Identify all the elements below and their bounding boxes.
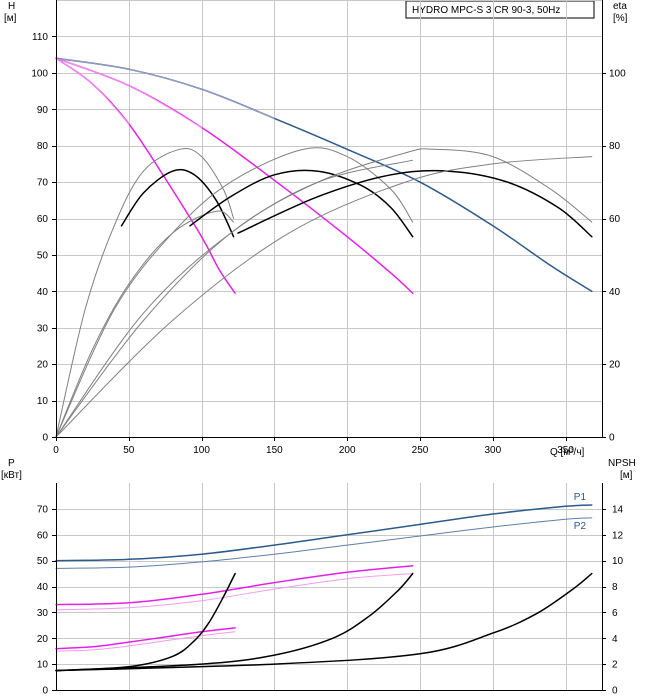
h-axis-label: H: [8, 1, 15, 12]
axes: [52, 0, 606, 691]
series-labels: P1 P2: [574, 492, 587, 532]
eta-curve-8: [55, 210, 235, 438]
eta-axis-unit: [%]: [613, 13, 628, 24]
npsh-tick-label: 10: [612, 556, 624, 567]
p-tick-label: 40: [37, 582, 49, 593]
h-tick-label: 0: [42, 433, 48, 444]
upper-grid: [56, 0, 602, 438]
eta-curve-10: [55, 147, 414, 438]
q-tick-label: 300: [484, 445, 501, 456]
npsh-tick-label: 0: [612, 686, 618, 697]
h-tick-label: 100: [31, 68, 48, 79]
lower-series: [55, 504, 593, 672]
eta-curve-11: [55, 159, 414, 438]
h-tick-label: 90: [37, 105, 49, 116]
p-axis-label: P: [8, 458, 15, 469]
eta-tick-label: 40: [609, 287, 621, 298]
q-tick-label: 200: [339, 445, 356, 456]
npsh-axis-label: NPSH: [608, 458, 636, 469]
h-tick-label: 70: [37, 178, 49, 189]
lower-grid: [56, 483, 602, 691]
power-curve-2: [55, 565, 414, 606]
power-curve-5: [55, 631, 236, 652]
h-tick-label: 20: [37, 360, 49, 371]
eta-tick-label: 60: [609, 214, 621, 225]
chart-title-box: HYDRO MPC-S 3 CR 90-3, 50Hz: [405, 0, 595, 19]
eta-curve-12: [237, 169, 593, 238]
power-curve-3: [55, 573, 414, 611]
p-tick-label: 10: [37, 660, 49, 671]
eta-curve-7: [55, 147, 235, 438]
npsh-curve-8: [55, 572, 593, 672]
eta-tick-label: 0: [609, 433, 615, 444]
npsh-tick-label: 8: [612, 582, 618, 593]
p-tick-label: 50: [37, 556, 49, 567]
tick-labels: 0 50 100 150 200 250 300 3500102030405060708090…: [31, 32, 626, 697]
q-tick-label: 250: [412, 445, 429, 456]
npsh-tick-label: 4: [612, 634, 618, 645]
q-tick-label: 100: [193, 445, 210, 456]
p-tick-label: 70: [37, 504, 49, 515]
chart-title: HYDRO MPC-S 3 CR 90-3, 50Hz: [412, 5, 560, 16]
p-axis-unit: [кВт]: [1, 470, 22, 481]
eta-axis-label: eta: [613, 1, 627, 12]
series-label-p1: P1: [574, 492, 587, 503]
q-tick-label: 0: [53, 445, 59, 456]
eta-tick-label: 100: [609, 68, 626, 79]
h-tick-label: 60: [37, 214, 49, 225]
p-tick-label: 60: [37, 530, 49, 541]
h-curve-3: [55, 57, 203, 128]
h-tick-label: 30: [37, 323, 49, 334]
h-tick-label: 80: [37, 141, 49, 152]
h-axis-unit: [м]: [4, 13, 17, 24]
h-tick-label: 50: [37, 250, 49, 261]
eta-curve-13: [55, 148, 593, 438]
npsh-tick-label: 12: [612, 530, 624, 541]
p-tick-label: 20: [37, 634, 49, 645]
npsh-curve-6: [55, 572, 236, 672]
eta-curve-9: [189, 169, 414, 238]
q-tick-label: 350: [557, 445, 574, 456]
h-tick-label: 10: [37, 396, 49, 407]
npsh-axis-unit: [м]: [620, 470, 633, 481]
npsh-tick-label: 2: [612, 660, 618, 671]
eta-tick-label: 80: [609, 141, 621, 152]
npsh-tick-label: 6: [612, 608, 618, 619]
npsh-curve-7: [55, 572, 414, 672]
h-curve-2: [55, 57, 414, 294]
eta-tick-label: 20: [609, 360, 621, 371]
series-label-p2: P2: [574, 521, 587, 532]
h-curve-0: [55, 57, 593, 293]
npsh-tick-label: 14: [612, 504, 624, 515]
h-tick-label: 110: [32, 32, 48, 43]
power-curve-4: [55, 627, 236, 650]
eta-curve-6: [120, 168, 235, 238]
eta-curve-14: [55, 156, 593, 438]
h-curve-1: [55, 57, 275, 119]
h-tick-label: 40: [37, 287, 49, 298]
power-curve-1: [55, 517, 593, 569]
p-tick-label: 0: [42, 686, 48, 697]
q-axis-label: Q [м³/ч]: [550, 447, 585, 458]
power-curve-0: [55, 504, 593, 562]
q-tick-label: 150: [266, 445, 283, 456]
h-curve-5: [55, 57, 130, 125]
upper-series: [55, 57, 593, 438]
p-tick-label: 30: [37, 608, 49, 619]
q-tick-label: 50: [123, 445, 135, 456]
